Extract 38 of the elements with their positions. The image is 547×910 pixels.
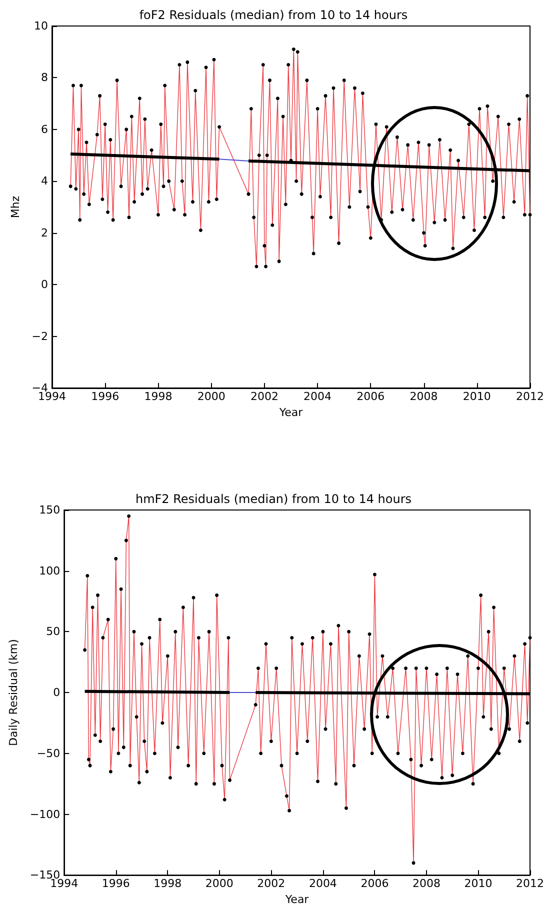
x-tick-label: 1998: [144, 390, 172, 403]
x-axis-title: Year: [284, 893, 310, 906]
x-tick-label: 2010: [462, 390, 491, 403]
x-tick-label: 1994: [38, 390, 66, 403]
x-tick-label: 2002: [257, 877, 286, 890]
y-tick-label: 0: [53, 686, 60, 700]
y-tick-label: 8: [41, 71, 48, 84]
y-tick-label: 10: [34, 20, 48, 32]
x-tick-label: 1996: [91, 390, 120, 403]
x-tick-label: 2008: [412, 877, 440, 890]
x-tick-label: 1998: [154, 877, 182, 890]
x-tick-label: 2006: [356, 390, 385, 403]
y-tick-label: 2: [41, 226, 48, 240]
x-tick-label: 2002: [250, 390, 278, 403]
chart-title: hmF2 Residuals (median) from 10 to 14 hours: [135, 492, 412, 506]
y-tick-label: −100: [30, 808, 60, 821]
y-tick-label: −50: [36, 746, 60, 760]
x-tick-label: 2012: [516, 390, 544, 403]
x-axis-title: Year: [278, 406, 304, 419]
y-tick-label: 50: [46, 625, 60, 638]
y-tick-label: 100: [39, 564, 60, 578]
x-tick-label: 2004: [308, 877, 337, 890]
y-tick-label: 150: [39, 504, 60, 516]
x-tick-label: 2004: [304, 390, 332, 403]
y-tick-label: −2: [32, 330, 48, 343]
x-tick-label: 2000: [197, 390, 226, 403]
x-tick-label: 2008: [410, 390, 438, 403]
y-tick-label: 6: [41, 122, 48, 136]
x-tick-label: 1996: [102, 877, 130, 890]
x-tick-label: 2012: [516, 877, 544, 890]
y-axis-title: Mhz: [8, 196, 22, 218]
x-tick-label: 2000: [205, 877, 234, 890]
y-tick-label: 0: [41, 278, 48, 292]
y-axis-title: Daily Residual (km): [7, 639, 20, 746]
x-tick-label: 2006: [360, 877, 389, 890]
x-tick-label: 2010: [464, 877, 492, 890]
y-tick-label: 4: [41, 174, 48, 188]
chart-title: foF2 Residuals (median) from 10 to 14 hours: [139, 8, 408, 22]
